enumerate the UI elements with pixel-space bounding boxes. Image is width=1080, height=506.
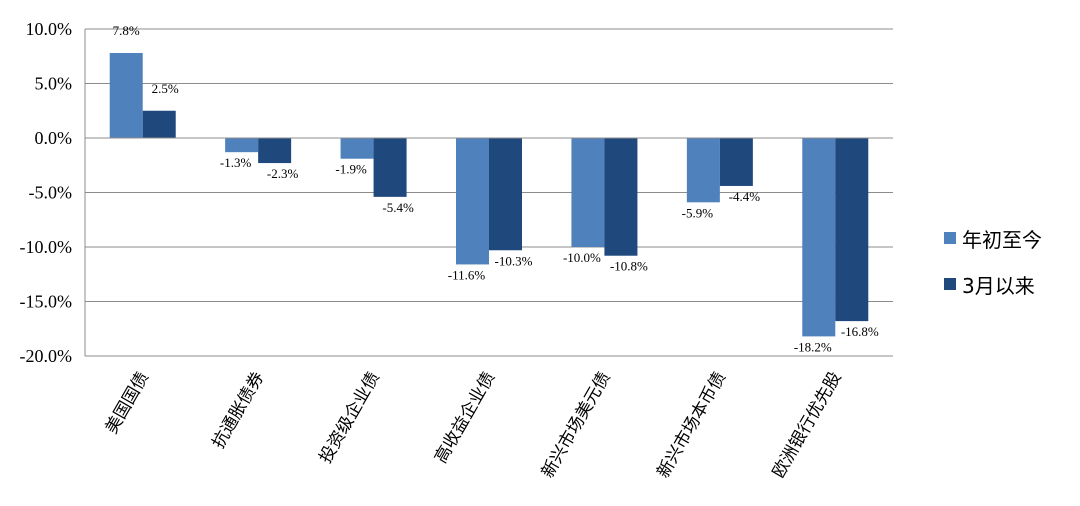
legend: 年初至今 3月以来 [944,215,1042,307]
data-label-since-march: -16.8% [841,324,879,339]
y-tick-label: 5.0% [35,74,73,94]
x-category-label: 美国国债 [102,369,153,438]
bar-ytd [456,138,489,265]
bar-since-march [604,138,638,256]
data-label-ytd: -11.6% [448,267,486,282]
bar-ytd [686,138,720,203]
bar-ytd [109,52,143,139]
y-tick-label: -5.0% [29,183,73,203]
y-tick-label: -15.0% [20,292,73,312]
legend-item-since-march: 3月以来 [944,261,1042,307]
y-tick-label: -10.0% [20,237,73,257]
data-label-ytd: -1.3% [220,155,252,170]
bar-since-march [719,138,753,186]
legend-label-ytd: 年初至今 [962,227,1042,252]
data-label-ytd: -10.0% [563,250,601,265]
data-label-since-march: 2.5% [152,81,179,96]
data-label-since-march: -5.4% [382,200,414,215]
x-category-label: 新兴市场美元债 [538,369,615,482]
bar-since-march [258,138,292,164]
legend-swatch-since-march [944,278,956,290]
bar-ytd [340,138,374,159]
bar-ytd [802,138,836,337]
bar-ytd [225,138,259,153]
bar-since-march [489,138,522,251]
bar-ytd [571,138,605,247]
legend-swatch-ytd [944,232,956,244]
x-category-label: 抗通胀债券 [209,369,269,453]
x-category-label: 新兴市场本币债 [653,369,730,482]
data-label-ytd: -5.9% [682,205,714,220]
data-label-ytd: -1.9% [335,162,367,177]
y-tick-label: 10.0% [26,19,73,39]
x-category-label: 高收益企业债 [431,369,499,467]
x-category-label: 欧洲银行优先股 [769,369,846,482]
bar-since-march [835,138,869,322]
data-label-since-march: -4.4% [729,189,761,204]
y-tick-label: 0.0% [35,128,73,148]
legend-label-since-march: 3月以来 [962,273,1035,298]
x-category-label: 投资级企业债 [316,369,384,467]
y-tick-label: -20.0% [20,346,73,366]
bar-since-march [373,138,407,197]
data-label-ytd: -18.2% [794,339,832,354]
data-label-since-march: -2.3% [267,166,299,181]
data-label-since-march: -10.8% [610,259,648,274]
data-label-since-march: -10.3% [495,253,533,268]
bar-since-march [142,110,176,138]
data-label-ytd: 7.8% [113,23,140,38]
legend-item-ytd: 年初至今 [944,215,1042,261]
